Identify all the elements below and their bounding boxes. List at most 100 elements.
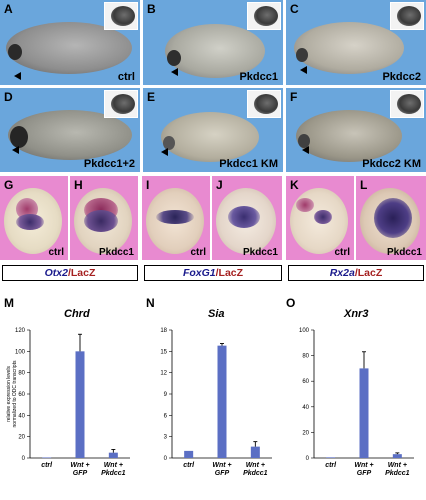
legend-rx2a-lacz: Rx2a/LacZ bbox=[288, 265, 424, 281]
panel-condition: ctrl bbox=[117, 71, 135, 83]
panel-j: J Pkdcc1 bbox=[212, 176, 282, 260]
x-category-label: GFP bbox=[215, 470, 230, 477]
panel-g: G ctrl bbox=[0, 176, 68, 260]
y-tick-label: 60 bbox=[302, 379, 309, 385]
panel-condition: Pkdcc1 KM bbox=[219, 158, 278, 170]
chart-title: Sia bbox=[208, 308, 225, 320]
panel-letter: C bbox=[290, 2, 299, 16]
marker-name: LacZ bbox=[70, 267, 96, 279]
head-region bbox=[8, 44, 22, 60]
stain-region bbox=[228, 206, 260, 228]
arrowhead-icon bbox=[302, 146, 309, 154]
x-category-label: ctrl bbox=[41, 462, 53, 469]
bar bbox=[250, 446, 260, 458]
panel-letter: K bbox=[290, 178, 299, 192]
arrowhead-icon bbox=[14, 72, 21, 80]
legend-otx2-lacz: Otx2/LacZ bbox=[2, 265, 138, 281]
panel-condition: ctrl bbox=[190, 247, 206, 258]
arrowhead-icon bbox=[300, 66, 307, 74]
x-category-label: Wnt + bbox=[246, 462, 265, 469]
panel-letter: D bbox=[4, 90, 13, 104]
panel-letter: I bbox=[146, 178, 150, 192]
bar bbox=[75, 351, 85, 458]
stain-region bbox=[296, 198, 314, 212]
x-category-label: Wnt + bbox=[388, 462, 407, 469]
chart-chrd: relative expression levels normalized to … bbox=[6, 328, 130, 477]
chart-letter: O bbox=[286, 296, 296, 310]
x-category-label: Wnt + bbox=[104, 462, 123, 469]
y-tick-label: 0 bbox=[306, 456, 310, 462]
stain-region bbox=[16, 214, 44, 230]
x-category-label: GFP bbox=[73, 470, 88, 477]
bar bbox=[108, 452, 118, 458]
panel-letter: F bbox=[290, 90, 298, 104]
y-tick-label: 100 bbox=[299, 328, 310, 334]
panel-condition: Pkdcc1 bbox=[98, 247, 134, 258]
panel-letter: A bbox=[4, 2, 13, 16]
y-tick-label: 12 bbox=[160, 371, 167, 377]
inset-image bbox=[247, 90, 281, 118]
panel-letter: G bbox=[4, 178, 14, 192]
separator: / bbox=[215, 267, 219, 279]
x-category-label: Pkdcc1 bbox=[101, 470, 126, 477]
x-category-label: GFP bbox=[357, 470, 372, 477]
x-category-label: Wnt + bbox=[212, 462, 231, 469]
y-tick-label: 120 bbox=[15, 328, 26, 334]
head-region bbox=[296, 48, 308, 62]
chart-letter: N bbox=[146, 296, 155, 310]
panel-letter: L bbox=[360, 178, 368, 192]
y-tick-label: 0 bbox=[164, 456, 168, 462]
embryo-image bbox=[8, 110, 132, 160]
panel-condition: Pkdcc1+2 bbox=[83, 158, 135, 170]
y-tick-label: 20 bbox=[18, 435, 25, 441]
stain-region bbox=[374, 198, 412, 238]
panel-e: E Pkdcc1 KM bbox=[143, 88, 283, 172]
panel-h: H Pkdcc1 bbox=[70, 176, 138, 260]
x-category-label: Wnt + bbox=[70, 462, 89, 469]
y-tick-label: 15 bbox=[160, 349, 167, 355]
arrowhead-icon bbox=[171, 68, 178, 76]
stain-region bbox=[84, 210, 118, 232]
gene-name: Otx2 bbox=[44, 267, 68, 279]
inset-image bbox=[390, 90, 424, 118]
bar bbox=[392, 454, 402, 458]
x-category-label: Wnt + bbox=[354, 462, 373, 469]
gene-name: FoxG1 bbox=[182, 267, 216, 279]
inset-image bbox=[104, 2, 138, 30]
separator: / bbox=[354, 267, 358, 279]
embryo-image bbox=[165, 24, 265, 78]
y-tick-label: 0 bbox=[22, 456, 26, 462]
y-tick-label: 18 bbox=[160, 328, 167, 334]
bar bbox=[217, 345, 227, 458]
x-category-label: ctrl bbox=[183, 462, 195, 469]
y-tick-label: 9 bbox=[164, 392, 168, 398]
y-tick-label: 60 bbox=[18, 392, 25, 398]
panel-letter: B bbox=[147, 2, 156, 16]
chart-letter: M bbox=[4, 296, 14, 310]
chart-title: Xnr3 bbox=[344, 308, 369, 320]
panel-letter: H bbox=[74, 178, 83, 192]
bar bbox=[326, 457, 336, 458]
chart-title: Chrd bbox=[64, 308, 90, 320]
y-tick-label: 6 bbox=[164, 413, 168, 419]
inset-image bbox=[104, 90, 138, 118]
panel-d: D Pkdcc1+2 bbox=[0, 88, 140, 172]
separator: / bbox=[67, 267, 71, 279]
panel-f: F Pkdcc2 KM bbox=[286, 88, 426, 172]
panel-k: K ctrl bbox=[286, 176, 354, 260]
head-region bbox=[10, 126, 28, 148]
bar bbox=[359, 368, 369, 458]
arrowhead-icon bbox=[161, 148, 168, 156]
y-tick-label: 80 bbox=[302, 354, 309, 360]
y-tick-label: 3 bbox=[164, 435, 168, 441]
marker-name: LacZ bbox=[218, 267, 244, 279]
panel-letter: E bbox=[147, 90, 156, 104]
head-region bbox=[167, 50, 181, 66]
stain-region bbox=[314, 210, 332, 224]
bar bbox=[184, 450, 194, 458]
panel-condition: Pkdcc1 bbox=[386, 247, 422, 258]
panel-condition: Pkdcc1 bbox=[239, 71, 278, 83]
panel-letter: J bbox=[216, 178, 223, 192]
